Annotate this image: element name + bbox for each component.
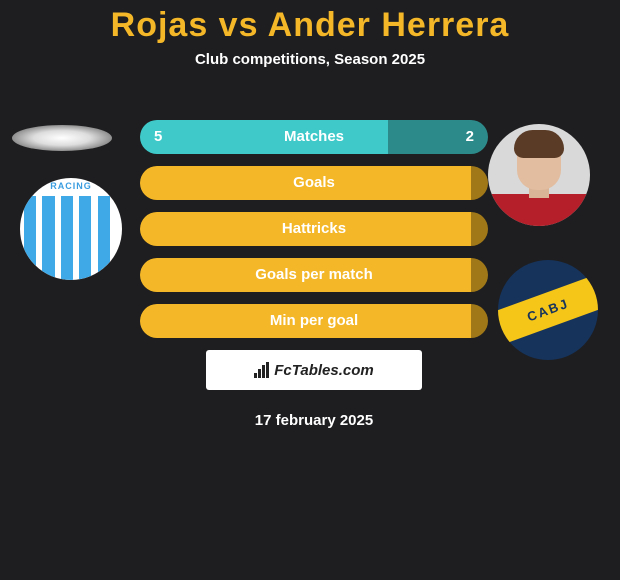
page-title: Rojas vs Ander Herrera	[0, 0, 620, 45]
stat-row-min-per-goal: Min per goal	[140, 304, 488, 338]
date-text: 17 february 2025	[140, 412, 488, 429]
watermark-box: FcTables.com	[206, 350, 422, 390]
club-crest-left: RACING	[20, 178, 122, 280]
comparison-card: Rojas vs Ander Herrera Club competitions…	[0, 0, 620, 580]
stat-value-left: 5	[154, 120, 162, 154]
stat-label: Goals per match	[140, 258, 488, 292]
stat-label: Hattricks	[140, 212, 488, 246]
player-right-avatar	[488, 124, 590, 226]
subtitle: Club competitions, Season 2025	[0, 51, 620, 68]
stat-row-hattricks: Hattricks	[140, 212, 488, 246]
stat-label: Min per goal	[140, 304, 488, 338]
avatar-shirt	[488, 194, 590, 226]
player-left-shadow	[12, 125, 112, 151]
stats-column: 5 Matches 2 Goals Hattricks Goals per ma…	[140, 120, 488, 429]
stat-value-right: 2	[466, 120, 474, 154]
chart-icon	[254, 362, 270, 378]
watermark-text: FcTables.com	[274, 362, 373, 379]
avatar-hair	[514, 130, 564, 158]
stat-label: Matches	[140, 120, 488, 154]
crest-left-text: RACING	[20, 181, 122, 191]
stat-label: Goals	[140, 166, 488, 200]
stat-row-matches: 5 Matches 2	[140, 120, 488, 154]
stat-row-goals-per-match: Goals per match	[140, 258, 488, 292]
club-crest-right: CABJ	[498, 260, 598, 360]
crest-left-stripes	[20, 196, 122, 280]
stat-row-goals: Goals	[140, 166, 488, 200]
